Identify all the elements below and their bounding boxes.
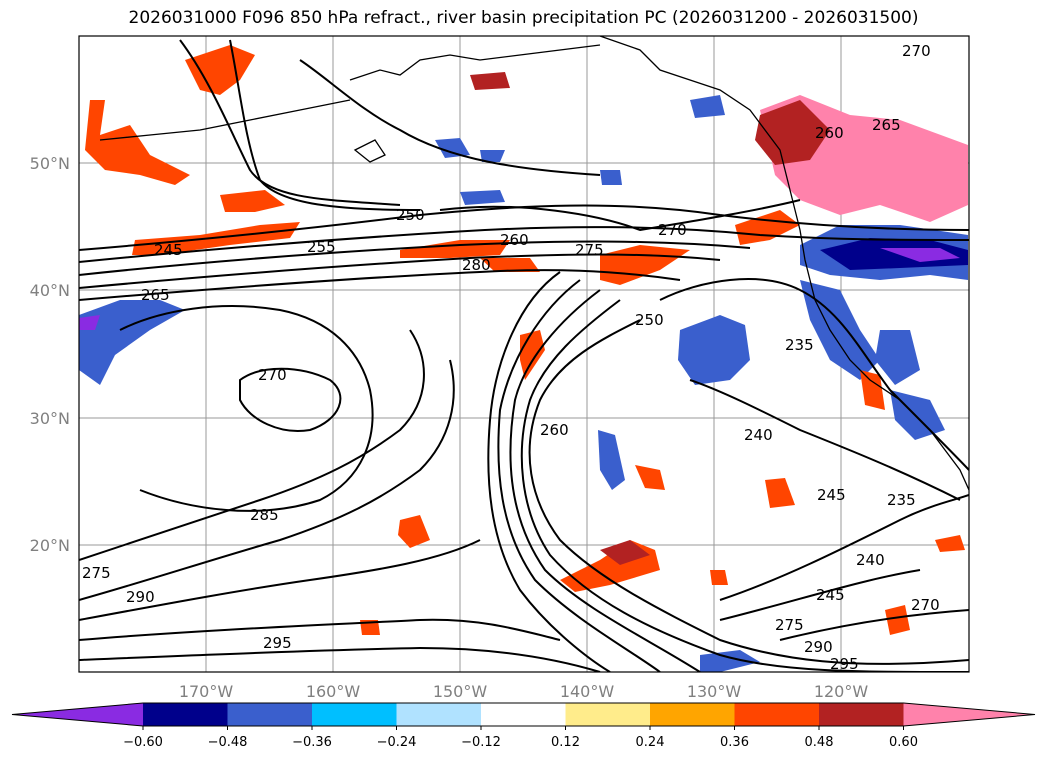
contour-label: 270 (911, 596, 940, 614)
lon-label-120w: 120°W (814, 682, 869, 701)
lat-label-30n: 30°N (30, 409, 70, 428)
colorbar-extend-low (12, 703, 143, 726)
contour-label: 260 (500, 231, 529, 249)
colorbar-segment (565, 703, 651, 726)
lat-label-50n: 50°N (30, 154, 70, 173)
lon-label-140w: 140°W (560, 682, 615, 701)
colorbar-tick-label: 0.60 (889, 735, 918, 750)
lat-label-40n: 40°N (30, 281, 70, 300)
contour-label: 235 (785, 336, 814, 354)
contour-label: 265 (872, 116, 901, 134)
contour-label: 250 (396, 206, 425, 224)
contour-label: 270 (658, 221, 687, 239)
contour-label: 275 (775, 616, 804, 634)
contour-label: 255 (307, 238, 336, 256)
contour-labels: 270 260 265 250 245 255 260 275 270 280 … (82, 42, 940, 673)
precipitation-shading (79, 45, 968, 672)
contour-label: 290 (126, 588, 155, 606)
colorbar-tick-label: 0.12 (551, 735, 580, 750)
contour-label: 270 (902, 42, 931, 60)
colorbar-tick-label: −0.48 (208, 735, 248, 750)
contour-label: 275 (82, 564, 111, 582)
longitude-labels: 170°W 160°W 150°W 140°W 130°W 120°W (179, 682, 869, 701)
colorbar-segment (819, 703, 904, 726)
contour-label: 235 (887, 491, 916, 509)
contour-label: 270 (258, 366, 287, 384)
contour-label: 275 (575, 241, 604, 259)
latitude-labels: 50°N 40°N 30°N 20°N (30, 154, 70, 555)
contour-label: 295 (263, 634, 292, 652)
contour-label: 290 (804, 638, 833, 656)
lon-label-150w: 150°W (433, 682, 488, 701)
colorbar-segment (396, 703, 482, 726)
contour-label: 295 (830, 655, 859, 673)
lon-label-130w: 130°W (687, 682, 742, 701)
contour-label: 245 (816, 586, 845, 604)
refractivity-contours (79, 39, 969, 672)
colorbar-segment (481, 703, 566, 726)
colorbar-segment (312, 703, 397, 726)
colorbar-tick-label: −0.24 (377, 735, 417, 750)
contour-label: 240 (856, 551, 885, 569)
colorbar-segment (734, 703, 820, 726)
map-title: 2026031000 F096 850 hPa refract., river … (128, 8, 919, 28)
colorbar-segment (227, 703, 313, 726)
colorbar-tick-label: 0.36 (720, 735, 749, 750)
contour-label: 260 (540, 421, 569, 439)
contour-label: 265 (141, 286, 170, 304)
colorbar-tick-label: −0.12 (461, 735, 501, 750)
lat-label-20n: 20°N (30, 536, 70, 555)
colorbar-tick-label: 0.24 (636, 735, 665, 750)
contour-label: 245 (154, 241, 183, 259)
contour-label: 260 (815, 124, 844, 142)
contour-label: 245 (817, 486, 846, 504)
contour-label: 280 (462, 256, 491, 274)
lon-label-170w: 170°W (179, 682, 234, 701)
colorbar-extend-high (903, 703, 1035, 726)
contour-label: 240 (744, 426, 773, 444)
lon-label-160w: 160°W (306, 682, 361, 701)
contour-label: 285 (250, 506, 279, 524)
colorbar-tick-label: −0.60 (123, 735, 163, 750)
colorbar-tick-label: 0.48 (805, 735, 834, 750)
colorbar: −0.60 −0.48 −0.36 −0.24 −0.12 0.12 0.24 0.36 0.4… (11, 702, 1036, 750)
plot-frame (78, 35, 970, 673)
colorbar-segment (650, 703, 735, 726)
colorbar-segment (143, 703, 228, 726)
colorbar-tick-label: −0.36 (292, 735, 332, 750)
contour-label: 250 (635, 311, 664, 329)
